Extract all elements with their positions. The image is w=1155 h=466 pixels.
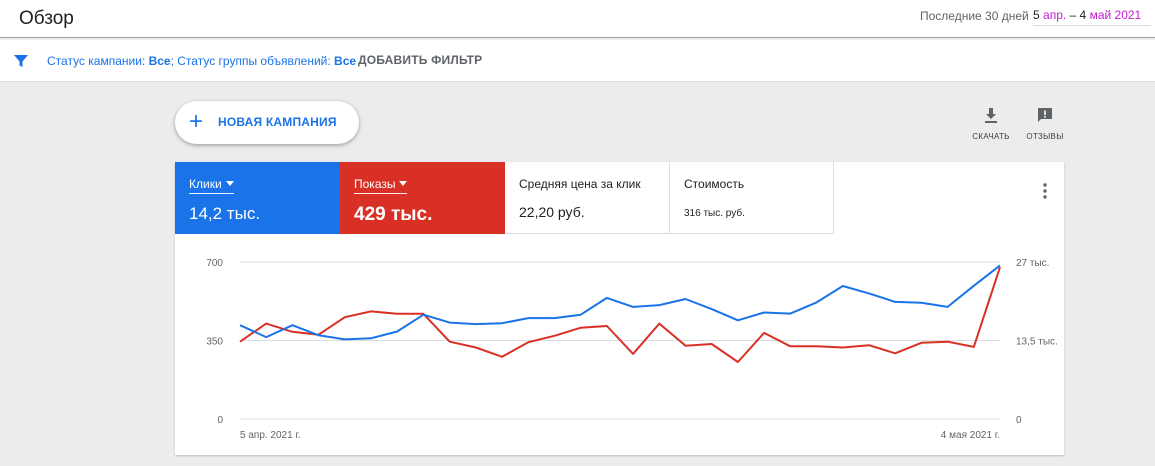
dropdown-caret-icon — [399, 181, 408, 186]
performance-card: Клики 14,2 тыс. Показы 429 тыс. Средняя … — [175, 162, 1064, 455]
download-button[interactable]: СКАЧАТЬ — [966, 106, 1016, 141]
date-range-start-day: 5 — [1033, 8, 1044, 22]
metric-cost[interactable]: Стоимость 316 тыс. руб. — [670, 162, 834, 234]
right-axis-tick: 27 тыс. — [1016, 258, 1049, 269]
date-range-end-month: май 2021 — [1089, 8, 1142, 22]
metric-clicks-value: 14,2 тыс. — [189, 204, 261, 223]
filter-icon[interactable] — [13, 53, 29, 69]
series-line-clicks — [239, 264, 1001, 341]
left-axis-tick: 350 — [206, 337, 223, 348]
left-axis-tick: 700 — [206, 258, 223, 269]
download-icon — [985, 108, 997, 123]
adgroup-status-label: Статус группы объявлений: — [177, 54, 335, 68]
plus-icon: + — [189, 108, 204, 135]
left-axis-tick: 0 — [217, 415, 223, 426]
series-line-impressions — [239, 266, 1001, 363]
filter-separator: ; — [170, 54, 178, 68]
right-axis-tick: 13,5 тыс. — [1016, 337, 1058, 348]
x-axis-end-label: 4 мая 2021 г. — [941, 430, 1000, 441]
metric-avg-cpc-label: Средняя цена за клик — [519, 177, 641, 191]
adgroup-status-value: Все — [334, 54, 357, 68]
filter-bar: Статус кампании: Все; Статус группы объя… — [0, 40, 1155, 82]
right-axis-tick: 0 — [1016, 415, 1022, 426]
metric-clicks-label-text: Клики — [189, 177, 222, 191]
date-range-preset[interactable]: Последние 30 дней — [920, 9, 1029, 23]
metric-avg-cpc-value: 22,20 руб. — [519, 204, 585, 220]
new-campaign-label: НОВАЯ КАМПАНИЯ — [218, 115, 337, 129]
x-axis-start-label: 5 апр. 2021 г. — [240, 430, 301, 441]
dropdown-caret-icon — [225, 181, 234, 186]
date-range-end-day: 4 — [1079, 8, 1090, 22]
page-title: Обзор — [19, 8, 74, 29]
add-filter-button[interactable]: ДОБАВИТЬ ФИЛЬТР — [358, 53, 483, 67]
date-range-separator: – — [1066, 8, 1080, 22]
metric-impressions-label[interactable]: Показы — [354, 177, 408, 194]
performance-chart: 0 0 350 13,5 тыс. 700 27 тыс. 5 апр. 2021 г. 4 … — [206, 258, 1058, 441]
metric-avg-cpc[interactable]: Средняя цена за клик 22,20 руб. — [505, 162, 670, 234]
date-range-picker[interactable]: 5 апр. – 4 май 2021 — [1033, 8, 1151, 26]
top-bar: Обзор Последние 30 дней 5 апр. – 4 май 2… — [0, 0, 1155, 38]
metric-cost-value: 316 тыс. руб. — [684, 208, 745, 219]
date-range-start-month: апр. — [1043, 8, 1067, 22]
feedback-icon — [1038, 108, 1052, 122]
metric-clicks-label[interactable]: Клики — [189, 177, 234, 194]
campaign-status-label: Статус кампании: — [47, 54, 149, 68]
metric-impressions-value: 429 тыс. — [354, 204, 433, 225]
download-label: СКАЧАТЬ — [972, 132, 1010, 141]
new-campaign-button[interactable]: + НОВАЯ КАМПАНИЯ — [175, 101, 359, 144]
feedback-label: ОТЗЫВЫ — [1026, 132, 1064, 141]
more-options-icon[interactable] — [1041, 182, 1049, 200]
metric-impressions-label-text: Показы — [354, 177, 396, 191]
active-filters[interactable]: Статус кампании: Все; Статус группы объя… — [47, 54, 356, 68]
campaign-status-value: Все — [148, 54, 171, 68]
metric-impressions[interactable]: Показы 429 тыс. — [340, 162, 505, 234]
feedback-button[interactable]: ОТЗЫВЫ — [1020, 106, 1070, 141]
metric-clicks[interactable]: Клики 14,2 тыс. — [175, 162, 340, 234]
metric-cost-label: Стоимость — [684, 177, 745, 191]
